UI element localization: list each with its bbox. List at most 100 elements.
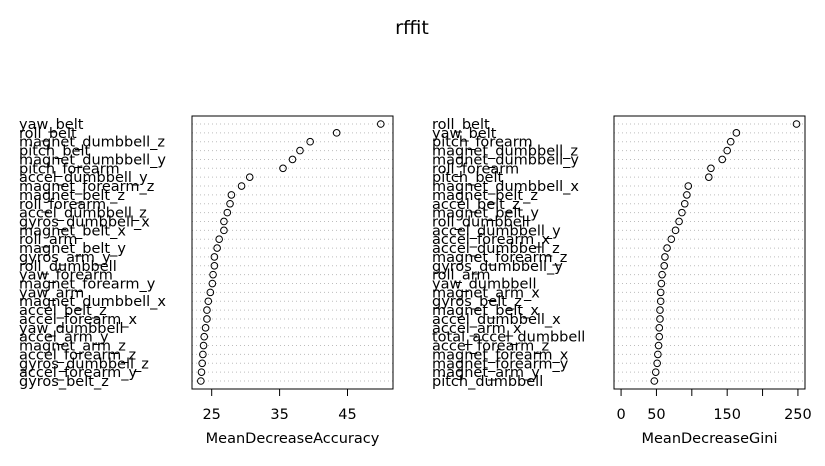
x-tick-label: 50	[647, 407, 665, 423]
importance-point	[661, 253, 669, 261]
variable-label: accel_forearm_z	[432, 339, 549, 355]
variable-label: roll_dumbbell	[19, 259, 117, 275]
variable-label: magnet_belt_z	[432, 188, 538, 204]
variable-label: pitch_forearm	[19, 161, 120, 177]
importance-point	[651, 368, 660, 376]
importance-point	[209, 270, 217, 279]
importance-point	[210, 261, 219, 270]
importance-point	[220, 217, 228, 226]
importance-point	[656, 306, 664, 314]
importance-point	[198, 359, 206, 368]
variable-label: total_accel_dumbbell	[432, 330, 585, 346]
variable-label: magnet_dumbbell_x	[19, 294, 166, 310]
importance-point	[654, 341, 663, 350]
variable-label: accel_arm_x	[432, 321, 522, 337]
variable-label: roll_forearm	[19, 197, 106, 213]
variable-label: magnet_dumbbell_x	[432, 179, 579, 195]
variable-label: accel_forearm_x	[432, 232, 551, 248]
importance-point	[213, 244, 221, 252]
variable-label: accel_forearm_y	[19, 365, 138, 381]
variable-label: roll_forearm	[432, 161, 519, 177]
importance-point	[655, 324, 664, 332]
importance-point	[223, 208, 232, 217]
variable-label: magnet_dumbbell_y	[19, 152, 166, 168]
variable-label: magnet_arm_y	[432, 365, 540, 381]
importance-point	[332, 129, 341, 137]
variable-label: accel_dumbbell_x	[432, 312, 561, 328]
variable-label: accel_dumbbell_z	[19, 206, 147, 222]
importance-point	[732, 129, 741, 137]
variable-label: gyros_belt_z	[19, 374, 109, 390]
importance-point	[684, 182, 693, 190]
variable-label: magnet_dumbbell_z	[19, 135, 165, 151]
importance-point	[376, 120, 385, 128]
importance-point	[227, 191, 236, 199]
variable-label: magnet_arm_x	[432, 285, 540, 301]
importance-point	[653, 359, 661, 368]
x-tick-label: 250	[784, 407, 812, 423]
plot-frame	[191, 115, 394, 390]
chart-title: rffit	[395, 17, 429, 39]
importance-point	[199, 350, 207, 359]
importance-point	[201, 324, 210, 332]
plot-frame	[613, 115, 806, 390]
variable-label: yaw_belt	[432, 126, 497, 142]
importance-point	[650, 377, 659, 385]
variable-label: magnet_belt_x	[19, 223, 126, 239]
variable-label: magnet_forearm_x	[432, 347, 569, 363]
importance-point	[210, 253, 219, 261]
variable-label: magnet_belt_y	[432, 206, 539, 222]
x-tick-label: 25	[202, 407, 220, 423]
variable-label: magnet_belt_y	[19, 241, 126, 257]
variable-label: gyros_arm_y	[19, 250, 111, 266]
importance-point	[657, 279, 666, 288]
importance-point	[655, 332, 664, 341]
variable-label: gyros_dumbbell_x	[19, 214, 150, 230]
x-tick-label: 45	[338, 407, 356, 423]
variable-label: pitch_belt	[432, 170, 503, 186]
importance-point	[203, 315, 211, 323]
variable-label: roll_arm	[19, 232, 78, 248]
importance-point	[656, 315, 664, 323]
importance-point	[718, 155, 727, 164]
variable-label: roll_arm	[432, 268, 491, 284]
variable-label: accel_arm_y	[19, 330, 109, 346]
variable-label: magnet_dumbbell_z	[432, 144, 578, 160]
variable-label: accel_belt_z	[432, 197, 520, 213]
importance-point	[683, 191, 691, 199]
variable-label: roll_belt	[19, 126, 77, 142]
variable-label: accel_dumbbell_y	[19, 170, 148, 186]
importance-point	[678, 208, 686, 217]
importance-point	[197, 377, 205, 385]
variable-label: roll_belt	[432, 117, 490, 133]
importance-point	[663, 244, 671, 252]
importance-point	[675, 217, 683, 226]
importance-point	[704, 173, 713, 181]
variable-label: magnet_arm_z	[19, 339, 126, 355]
importance-point	[245, 173, 254, 181]
variable-label: yaw_arm	[19, 285, 84, 301]
importance-point	[197, 368, 206, 376]
importance-point	[237, 182, 246, 190]
variable-label: gyros_dumbbell_y	[432, 259, 563, 275]
variable-label: gyros_belt_z	[432, 294, 522, 310]
variable-label: magnet_belt_z	[19, 188, 125, 204]
importance-point	[199, 341, 208, 350]
variable-label: yaw_belt	[19, 117, 84, 133]
importance-point	[656, 297, 665, 306]
importance-point	[220, 226, 228, 235]
importance-point	[204, 297, 213, 306]
x-tick-label: 0	[616, 407, 625, 423]
importance-point	[206, 288, 215, 297]
importance-point	[208, 279, 217, 288]
importance-point	[707, 164, 715, 173]
importance-point	[792, 120, 801, 128]
variable-label: magnet_dumbbell_y	[432, 152, 579, 168]
variable-label: magnet_forearm_y	[19, 277, 156, 293]
importance-point	[288, 155, 297, 164]
variable-label: accel_dumbbell_y	[432, 223, 561, 239]
importance-point	[296, 146, 304, 155]
importance-point	[658, 270, 666, 279]
